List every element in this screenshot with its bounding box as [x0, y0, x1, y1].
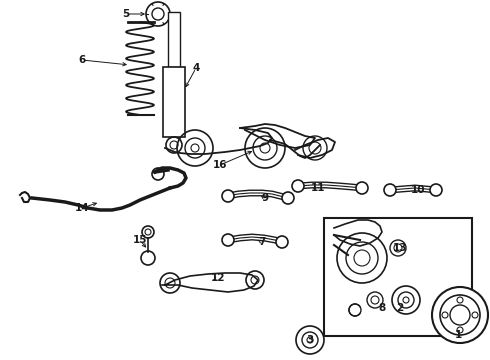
Circle shape	[367, 292, 383, 308]
Circle shape	[432, 287, 488, 343]
Text: 6: 6	[78, 55, 86, 65]
Text: 13: 13	[393, 243, 407, 253]
Text: 12: 12	[211, 273, 225, 283]
Circle shape	[390, 240, 406, 256]
Text: 2: 2	[396, 303, 404, 313]
Circle shape	[292, 180, 304, 192]
Text: 7: 7	[258, 237, 266, 247]
Text: 3: 3	[306, 335, 314, 345]
Text: 14: 14	[74, 203, 89, 213]
Text: 9: 9	[262, 193, 269, 203]
Circle shape	[337, 233, 387, 283]
Circle shape	[356, 182, 368, 194]
Circle shape	[392, 286, 420, 314]
Text: 1: 1	[454, 330, 462, 340]
Circle shape	[222, 190, 234, 202]
Circle shape	[430, 184, 442, 196]
Circle shape	[384, 184, 396, 196]
Text: 4: 4	[192, 63, 200, 73]
Circle shape	[222, 234, 234, 246]
Bar	[168, 12, 180, 67]
Bar	[324, 218, 472, 336]
Text: 11: 11	[311, 183, 325, 193]
Text: 16: 16	[213, 160, 227, 170]
Polygon shape	[334, 220, 382, 246]
Text: 5: 5	[122, 9, 130, 19]
Bar	[163, 67, 185, 137]
Text: 8: 8	[378, 303, 386, 313]
Polygon shape	[162, 273, 258, 292]
Circle shape	[296, 326, 324, 354]
Circle shape	[276, 236, 288, 248]
Text: 10: 10	[411, 185, 425, 195]
Text: 15: 15	[133, 235, 147, 245]
Circle shape	[282, 192, 294, 204]
